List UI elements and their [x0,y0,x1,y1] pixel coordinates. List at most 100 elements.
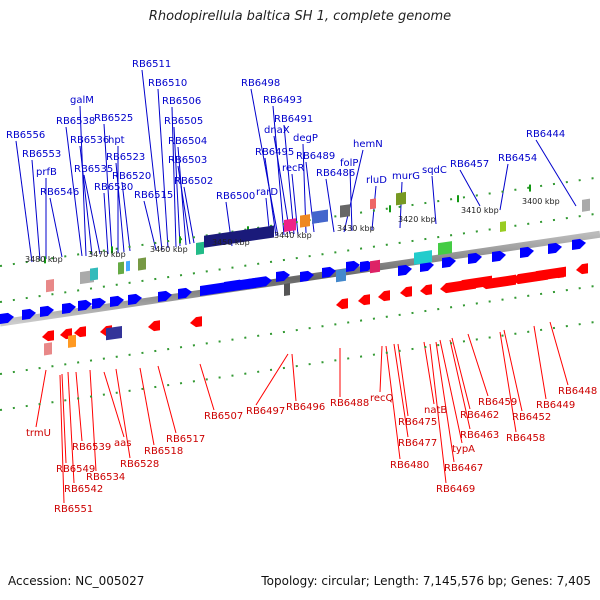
gene-label-RB6469: RB6469 [436,484,475,495]
gene-label-RB6517: RB6517 [166,434,205,445]
gene-arrow-f4 [78,299,92,311]
domain-box-9 [300,214,310,228]
gene-label-murG: murG [392,171,420,182]
leader-RB6539 [75,371,83,442]
gene-arrow-f7 [128,293,142,305]
leader-RB6520 [121,181,131,252]
leader-RB6462 [451,337,471,410]
leader-RB6444 [535,139,577,207]
domain-box-4 [126,260,130,272]
leader-RB6556 [15,140,33,263]
leader-RB6480 [385,345,401,460]
leader-RB6525 [103,123,113,254]
gene-label-RB6518: RB6518 [144,446,183,457]
leader-RB6497 [255,353,289,406]
gene-label-rluD: rluD [366,175,387,186]
gene-label-RB6498: RB6498 [241,78,280,89]
leader-RB6549 [61,373,67,464]
domain-box-3 [118,261,124,275]
gene-label-RB6553: RB6553 [22,149,61,160]
leader-RB6493 [272,105,285,236]
gene-label-RB6528: RB6528 [120,459,159,470]
gene-label-RB6539: RB6539 [72,442,111,453]
label-leader-lines [15,69,577,504]
leader-RB6553 [31,159,41,261]
map-title: Rhodopirellula baltica SH 1, complete ge… [148,9,452,24]
gene-label-RB6500: RB6500 [216,191,255,202]
gene-arrow-r0 [42,330,54,342]
gene-label-RB6477: RB6477 [398,438,437,449]
gene-label-RB6448: RB6448 [558,386,597,397]
gene-label-RB6497: RB6497 [246,406,285,417]
gene-arrow-r9 [400,286,412,298]
leader-RB6469 [429,343,447,484]
gene-label-dnaX: dnaX [264,125,290,136]
gene-label-RB6503: RB6503 [168,155,207,166]
gene-label-degP: degP [293,133,318,144]
gene-label-RB6502: RB6502 [174,176,213,187]
scale-label: 3480 kbp [25,255,63,264]
gene-label-rarD: rarD [256,187,278,198]
domain-box-12 [370,198,376,210]
gene-arrow-f22 [492,250,506,262]
gene-arrow-f13 [276,270,290,282]
gene-label-RB6458: RB6458 [506,433,545,444]
leader-RB6491 [283,124,295,235]
gene-arrow-f15 [322,266,336,278]
gene-label-RB6556: RB6556 [6,130,45,141]
gene-label-RB6486: RB6486 [316,168,355,179]
gene-label-RB6549: RB6549 [56,464,95,475]
gene-label-RB6454: RB6454 [498,153,537,164]
leader-murG [399,181,403,229]
gene-arrow-r5 [190,316,202,328]
scale-label: 3470 kbp [88,250,126,259]
gene-label-RB6520: RB6520 [112,171,151,182]
gene-label-RB6480: RB6480 [390,460,429,471]
leader-RB6498 [250,88,279,237]
scale-dotted-line-3 [0,284,600,375]
leader-aas [103,371,125,438]
gene-label-RB6505: RB6505 [164,116,203,127]
leader-RB6542 [67,371,75,484]
gene-label-RB6530: RB6530 [94,182,133,193]
leader-RB6467 [435,341,455,463]
leader-trmU [35,369,47,428]
gene-label-RB6489: RB6489 [296,151,335,162]
gene-label-RB6493: RB6493 [263,95,302,106]
domain-box-8 [284,218,296,232]
top-gene-labels: RB6511 RB6510 RB6506 RB6505 RB6504 RB6503 RB65… [6,59,565,202]
leader-RB6546 [49,197,63,258]
gene-label-RB6462: RB6462 [460,410,499,421]
gene-arrow-r4 [148,320,160,332]
gene-arrow-f11 [224,279,246,292]
domain-box-16 [106,325,122,341]
gene-arrow-r17 [576,263,588,275]
genome-summary-text: Topology: circular; Length: 7,145,576 bp… [261,574,591,588]
gene-label-RB6475: RB6475 [398,417,437,428]
gene-arrow-f9 [178,287,192,299]
scale-label: 3440 kbp [274,231,312,240]
gene-label-RB6551: RB6551 [54,504,93,515]
gene-arrow-r6 [336,298,348,310]
gene-arrow-f20 [442,256,456,268]
domain-box-11 [340,204,350,218]
domain-box-2 [90,267,98,281]
gene-label-natB: natB [424,405,447,416]
gene-label-RB6525: RB6525 [94,113,133,124]
leader-RB6515 [143,200,157,251]
scale-label: 3430 kbp [337,224,375,233]
leader-RB6477 [393,343,409,438]
gene-label-RB6535: RB6535 [74,164,113,175]
accession-text: Accession: NC_005027 [8,574,145,588]
leader-RB6506 [171,106,177,248]
leader-RB6551 [59,374,65,504]
gene-label-RB6515: RB6515 [134,190,173,201]
domain-box-6 [196,241,204,255]
gene-label-RB6542: RB6542 [64,484,103,495]
gene-label-RB6506: RB6506 [162,96,201,107]
leader-RB6517 [157,365,177,434]
domain-box-0 [46,279,54,293]
scale-label: 3410 kbp [461,206,499,215]
domain-box-20 [414,250,432,265]
leader-dnaX [273,135,291,235]
